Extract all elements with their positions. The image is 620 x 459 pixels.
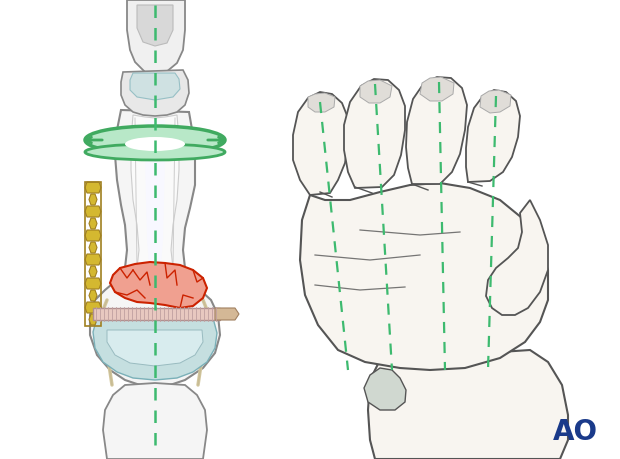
Polygon shape [360,80,392,103]
Polygon shape [85,206,101,217]
Polygon shape [107,330,203,366]
Polygon shape [103,383,207,459]
Polygon shape [406,77,467,184]
Polygon shape [85,254,101,265]
Ellipse shape [85,144,225,160]
Polygon shape [89,242,97,253]
Polygon shape [89,266,97,277]
Ellipse shape [125,137,185,151]
Polygon shape [89,218,97,229]
Polygon shape [293,92,348,195]
Polygon shape [486,200,548,315]
Polygon shape [89,314,97,325]
Polygon shape [368,350,568,459]
Polygon shape [145,120,165,270]
Polygon shape [466,90,520,182]
Polygon shape [480,90,511,113]
Polygon shape [110,262,207,308]
Polygon shape [420,77,454,101]
Polygon shape [89,194,97,205]
Polygon shape [364,368,406,410]
Polygon shape [85,230,101,241]
Polygon shape [127,0,185,75]
Polygon shape [308,93,335,112]
Polygon shape [93,308,220,320]
Ellipse shape [85,126,225,154]
Polygon shape [215,308,239,320]
Polygon shape [137,5,173,46]
Polygon shape [85,302,101,313]
Polygon shape [89,290,97,301]
Polygon shape [121,70,189,116]
Polygon shape [90,110,220,386]
Polygon shape [85,278,101,289]
Polygon shape [130,73,180,100]
Polygon shape [300,183,548,370]
Text: AO: AO [552,418,598,446]
Polygon shape [129,115,181,282]
Polygon shape [85,182,101,193]
Polygon shape [344,79,405,188]
Polygon shape [93,318,217,380]
